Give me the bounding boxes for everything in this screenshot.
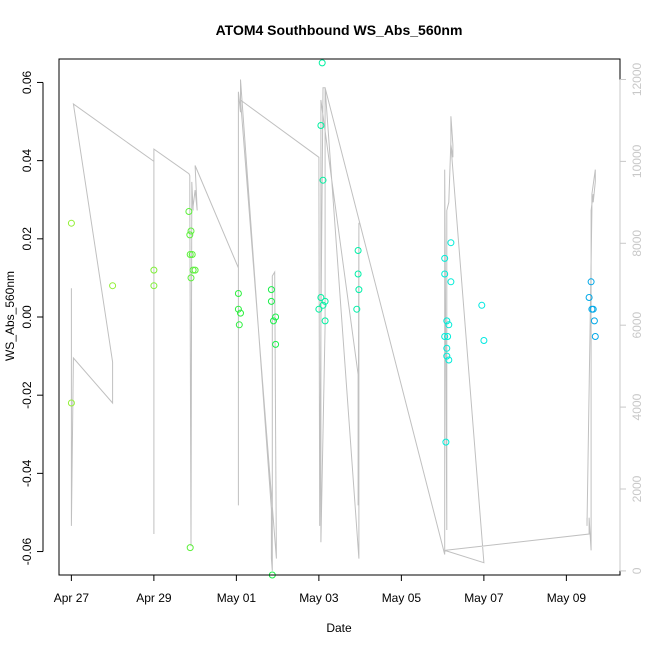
right-axis: 0 2000 4000 6000 8000 10000 12000 bbox=[619, 62, 644, 574]
right-series-line-0 bbox=[70, 79, 596, 571]
left-tick-label: 0.04 bbox=[20, 149, 34, 173]
data-point-43 bbox=[444, 333, 452, 340]
data-point-40 bbox=[443, 317, 451, 325]
data-point-33 bbox=[354, 270, 362, 278]
data-point-47 bbox=[442, 438, 450, 446]
y-axis-label: WS_Abs_560nm bbox=[3, 271, 17, 361]
data-point-5 bbox=[185, 208, 193, 215]
data-point-28 bbox=[321, 297, 329, 305]
bottom-tick-label: May 03 bbox=[299, 591, 339, 605]
data-point-35 bbox=[353, 305, 361, 313]
bottom-tick-label: May 01 bbox=[217, 591, 257, 605]
data-point-32 bbox=[354, 247, 362, 254]
left-tick-label: 0.06 bbox=[20, 70, 34, 94]
data-point-10 bbox=[189, 266, 197, 274]
data-point-36 bbox=[441, 254, 449, 262]
right-axis-series bbox=[70, 79, 596, 571]
data-point-45 bbox=[443, 352, 451, 360]
data-point-54 bbox=[590, 317, 598, 325]
data-point-11 bbox=[191, 266, 199, 274]
data-point-19 bbox=[267, 297, 275, 305]
data-point-0 bbox=[67, 219, 75, 227]
data-point-15 bbox=[234, 305, 242, 313]
data-point-18 bbox=[267, 286, 275, 294]
data-point-22 bbox=[272, 340, 280, 348]
data-point-9 bbox=[188, 251, 196, 258]
data-point-27 bbox=[317, 294, 325, 301]
right-tick-label: 10000 bbox=[630, 144, 644, 178]
data-point-31 bbox=[321, 317, 329, 325]
data-point-53 bbox=[588, 305, 596, 313]
bottom-tick-label: May 07 bbox=[464, 591, 504, 605]
data-point-8 bbox=[186, 251, 194, 258]
data-point-41 bbox=[445, 321, 453, 329]
data-point-34 bbox=[355, 286, 363, 294]
scatter-points bbox=[67, 59, 599, 579]
data-point-14 bbox=[234, 290, 242, 297]
left-axis: -0.06 -0.04 -0.02 0.00 0.02 0.04 0.06 bbox=[20, 70, 44, 566]
data-point-30 bbox=[319, 301, 327, 309]
left-tick-label: 0.02 bbox=[20, 227, 34, 251]
bottom-tick-label: Apr 27 bbox=[54, 591, 90, 605]
data-point-16 bbox=[237, 309, 244, 317]
data-point-20 bbox=[272, 313, 280, 321]
data-point-3 bbox=[150, 266, 158, 274]
x-axis-label: Date bbox=[326, 621, 352, 635]
data-point-4 bbox=[150, 282, 158, 290]
data-point-46 bbox=[445, 356, 453, 364]
data-point-7 bbox=[187, 227, 195, 235]
data-point-44 bbox=[443, 344, 451, 352]
bottom-axis: Apr 27 Apr 29 May 01 May 03 May 05 May 07 May … bbox=[54, 574, 587, 605]
data-point-48 bbox=[478, 301, 486, 309]
left-tick-label: 0.00 bbox=[20, 305, 34, 329]
right-tick-label: 2000 bbox=[630, 475, 644, 502]
data-point-26 bbox=[319, 176, 327, 184]
data-point-1 bbox=[67, 399, 75, 407]
left-tick-label: -0.04 bbox=[20, 459, 34, 487]
data-point-25 bbox=[317, 122, 325, 129]
data-point-6 bbox=[186, 231, 194, 239]
bottom-tick-label: May 09 bbox=[547, 591, 587, 605]
data-point-49 bbox=[480, 337, 488, 344]
right-tick-label: 0 bbox=[630, 567, 644, 574]
left-tick-label: -0.06 bbox=[20, 538, 34, 566]
right-tick-label: 6000 bbox=[630, 312, 644, 339]
data-point-42 bbox=[441, 333, 449, 340]
data-point-17 bbox=[235, 321, 243, 329]
data-point-2 bbox=[109, 282, 117, 290]
data-point-50 bbox=[587, 278, 595, 286]
right-tick-label: 8000 bbox=[630, 230, 644, 257]
data-point-51 bbox=[585, 294, 593, 301]
data-point-24 bbox=[318, 59, 326, 67]
bottom-tick-label: Apr 29 bbox=[136, 591, 172, 605]
data-point-29 bbox=[315, 305, 323, 313]
data-point-21 bbox=[270, 317, 277, 325]
right-tick-label: 12000 bbox=[630, 62, 644, 96]
right-tick-label: 4000 bbox=[630, 393, 644, 420]
data-point-37 bbox=[441, 270, 449, 278]
data-point-55 bbox=[591, 333, 599, 340]
data-point-12 bbox=[187, 274, 195, 282]
chart-title: ATOM4 Southbound WS_Abs_560nm bbox=[216, 22, 463, 38]
data-point-13 bbox=[186, 544, 194, 552]
data-point-39 bbox=[447, 278, 455, 286]
bottom-tick-label: May 05 bbox=[382, 591, 422, 605]
data-point-38 bbox=[447, 239, 455, 247]
left-tick-label: -0.02 bbox=[20, 381, 34, 409]
